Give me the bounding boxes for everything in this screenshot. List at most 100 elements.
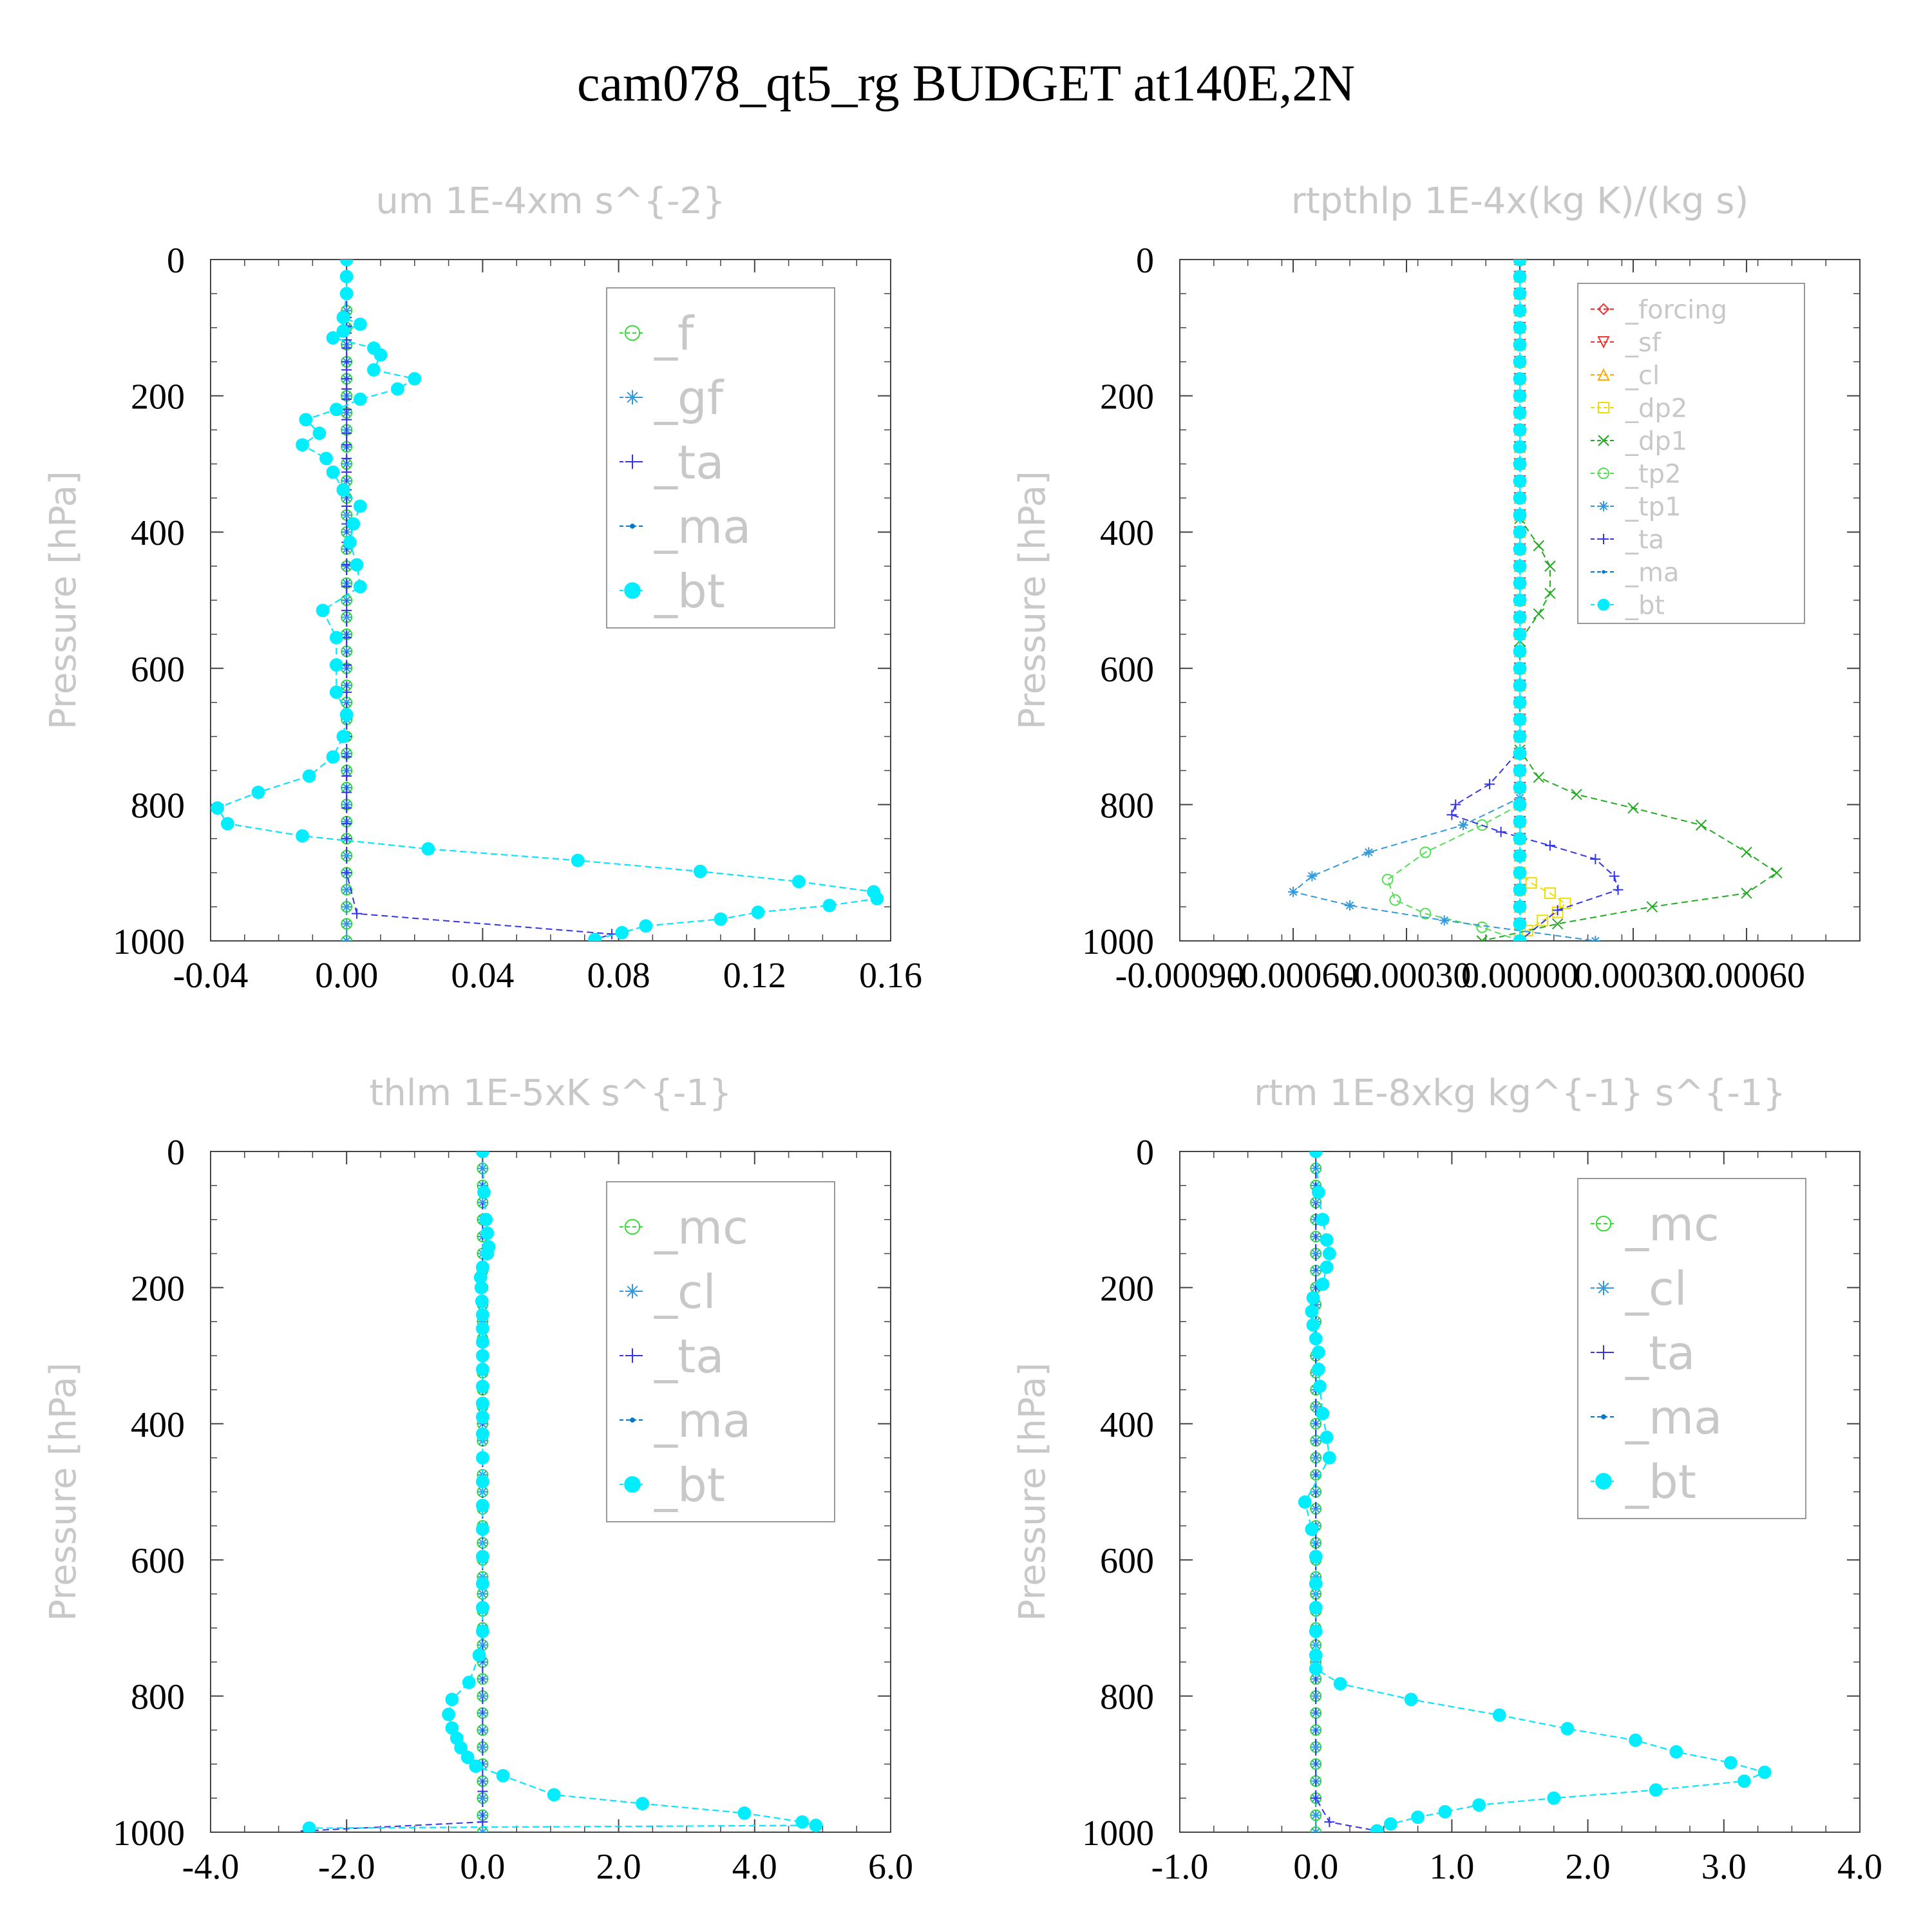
data-point-bt [1513, 576, 1527, 590]
y-tick-label: 1000 [113, 1814, 185, 1853]
data-point-tp1 [1439, 915, 1450, 926]
data-point-ta [341, 393, 352, 404]
x-tick-label: 4.0 [1837, 1847, 1882, 1887]
legend-marker-ta [625, 1348, 640, 1363]
data-point-bt [1312, 1362, 1325, 1376]
series-layer [1288, 260, 1783, 941]
data-point-ta [341, 414, 352, 425]
data-point-bt [454, 1741, 468, 1755]
x-tick-label: 0.0 [460, 1847, 505, 1887]
x-tick-label: 0.12 [723, 956, 786, 996]
data-point-dp1 [1533, 608, 1545, 620]
data-point-ta [341, 404, 352, 415]
data-point-bt [822, 898, 837, 913]
data-point-bt [391, 382, 404, 396]
data-point-ta [1311, 1793, 1321, 1804]
x-tick-label: -0.04 [173, 956, 249, 996]
series-line-ta [346, 260, 612, 940]
data-point-gf [341, 918, 352, 929]
legend-marker-bt [624, 582, 641, 599]
data-point-tp2 [1419, 907, 1432, 920]
data-point-bt [367, 363, 381, 377]
data-point-bt [442, 1707, 455, 1721]
data-point-cl [1311, 1163, 1321, 1174]
data-point-bt [1309, 1648, 1323, 1662]
x-tick-label: 0.08 [587, 956, 650, 996]
data-point-ta [341, 833, 352, 844]
data-point-bt [1312, 1186, 1325, 1199]
legend-label-ma: _ma [654, 500, 751, 554]
data-point-ta [341, 802, 352, 813]
panel-1: um 1E-4xm s^{-2} Pressure [hPa] 0 200 400 600… [43, 180, 922, 996]
legend-marker-cl [625, 1283, 640, 1299]
data-point-gf [341, 612, 352, 623]
data-point-bt [1320, 1233, 1334, 1247]
x-tick-label: 0.16 [859, 956, 922, 996]
data-point-bt [476, 1349, 489, 1363]
data-point-ta [341, 453, 352, 464]
data-point-bt [1513, 406, 1527, 420]
legend-box [606, 287, 835, 629]
data-point-bt [1723, 1756, 1738, 1770]
data-point-bt [408, 372, 422, 386]
panel-title: um 1E-4xm s^{-2} [375, 180, 725, 222]
data-point-bt [1513, 260, 1527, 267]
data-point-bt [445, 1692, 459, 1707]
data-point-bt [350, 558, 364, 572]
data-point-bt [476, 1499, 489, 1513]
data-point-bt [1492, 1708, 1506, 1722]
data-point-ta [1324, 1817, 1335, 1828]
data-point-bt [1513, 474, 1527, 488]
data-point-bt [571, 853, 585, 867]
legend-label-ta: _ta [654, 435, 724, 489]
panel-title: rtpthlp 1E-4x(kg K)/(kg s) [1291, 180, 1749, 222]
legend-label-ta: _ta [1625, 525, 1664, 554]
data-point-cl [477, 1793, 488, 1804]
data-point-cl [477, 1827, 488, 1832]
y-tick-label: 0 [167, 241, 185, 281]
data-point-bt [476, 1451, 489, 1465]
data-point-bt [1629, 1733, 1642, 1747]
legend-marker-ta [1598, 534, 1609, 544]
data-point-bt [1513, 696, 1527, 710]
data-point-bt [1738, 1774, 1751, 1788]
series-layer [1298, 1151, 1772, 1832]
data-point-bt [1438, 1804, 1452, 1819]
data-point-cl [477, 1741, 488, 1752]
legend-label-tp1: _tp1 [1625, 492, 1681, 522]
legend-marker-forcing [1597, 303, 1610, 316]
legend-label-gf: _gf [654, 371, 724, 425]
x-tick-label: -1.0 [1151, 1847, 1209, 1887]
y-tick-label: 1000 [1082, 922, 1154, 962]
data-point-bt [1513, 611, 1527, 624]
data-point-cl [1311, 1452, 1321, 1463]
data-point-bt [1513, 627, 1527, 641]
data-point-cl [1311, 1503, 1321, 1514]
data-point-bt [1513, 781, 1527, 795]
data-point-ta [341, 500, 352, 511]
y-tick-label: 600 [131, 650, 185, 690]
data-point-ta [1484, 779, 1495, 790]
y-tick-label: 400 [131, 513, 185, 553]
legend-marker-tp1 [1598, 501, 1609, 511]
legend-label-cl: _cl [1625, 1262, 1687, 1316]
data-point-ta [341, 687, 352, 697]
data-point-dp1 [1544, 587, 1556, 600]
legend-label-sf: _sf [1625, 328, 1662, 357]
legend-label-ma: _ma [1625, 558, 1679, 587]
data-point-ta [352, 908, 363, 919]
data-point-bt [296, 829, 309, 843]
data-point-tp1 [1288, 886, 1298, 897]
data-point-bt [1309, 1332, 1323, 1346]
data-point-bt [336, 324, 350, 338]
data-point-bt [547, 1788, 561, 1802]
legend-label-f: _f [654, 307, 695, 361]
data-point-bt [1649, 1783, 1663, 1797]
data-point-dp1 [1771, 867, 1783, 878]
data-point-bt [1669, 1745, 1683, 1759]
data-point-bt [475, 1294, 489, 1308]
data-point-bt [588, 933, 602, 941]
x-tick-label: 1.0 [1429, 1847, 1474, 1887]
data-point-ta [1613, 884, 1624, 895]
data-point-tp2 [1381, 873, 1394, 886]
